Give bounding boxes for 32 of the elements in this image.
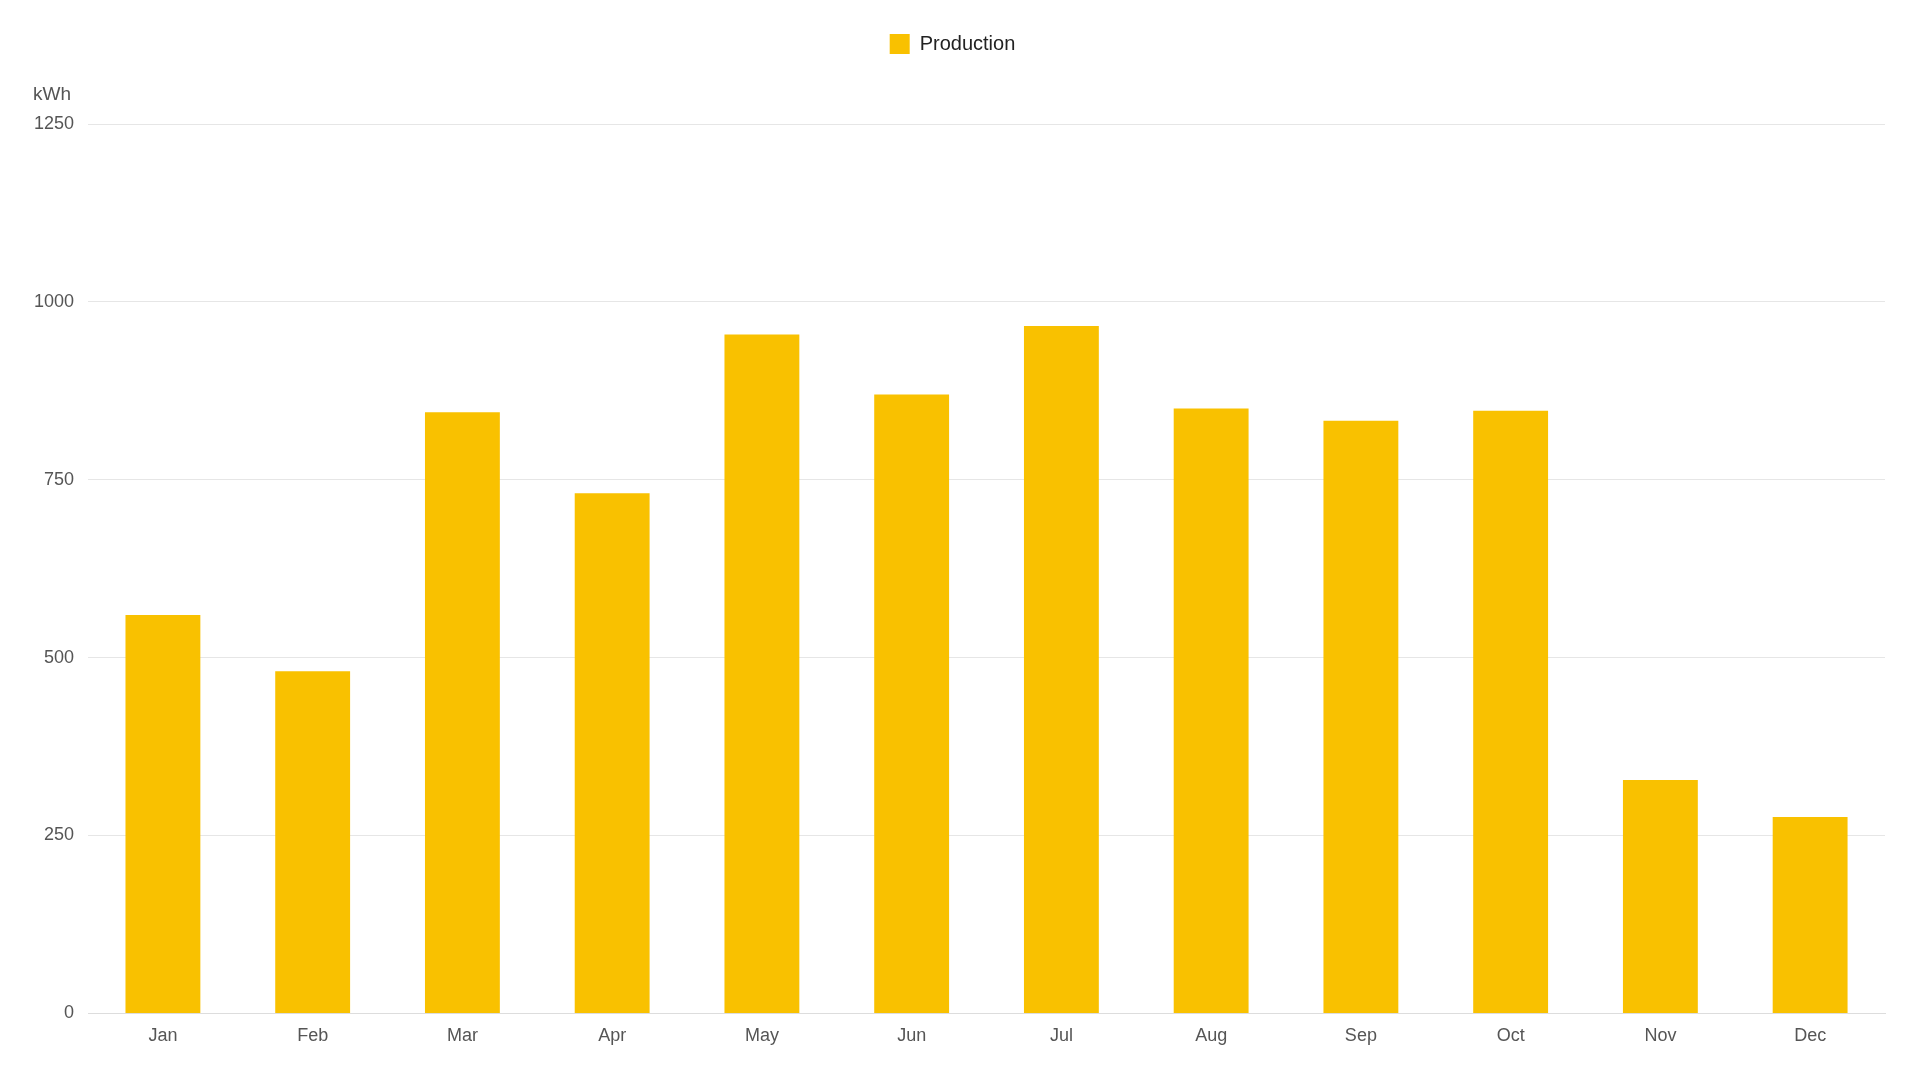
bar xyxy=(1622,780,1698,1013)
bar xyxy=(1173,408,1249,1013)
x-tick-label: Sep xyxy=(1344,1025,1377,1046)
y-tick-label: 1000 xyxy=(34,290,75,311)
x-tick-label: Mar xyxy=(446,1025,478,1046)
x-tick-label: Jul xyxy=(1049,1025,1073,1046)
bar xyxy=(125,614,201,1013)
x-tick-label: Feb xyxy=(297,1025,329,1046)
bar xyxy=(1473,410,1549,1013)
bar xyxy=(1772,817,1848,1013)
y-tick-label: 500 xyxy=(44,646,75,667)
y-axis-title: kWh xyxy=(33,82,71,104)
x-tick-label: May xyxy=(744,1025,779,1046)
x-tick-label: Nov xyxy=(1644,1025,1677,1046)
bar xyxy=(1323,420,1399,1013)
bar xyxy=(574,493,650,1013)
bar xyxy=(874,394,950,1013)
legend-label: Production xyxy=(919,31,1016,54)
bar xyxy=(275,671,351,1013)
x-tick-label: Dec xyxy=(1794,1025,1827,1046)
x-tick-label: Apr xyxy=(598,1025,627,1046)
x-tick-label: Aug xyxy=(1195,1025,1228,1046)
y-tick-label: 1250 xyxy=(34,112,75,133)
y-tick-label: 750 xyxy=(44,468,75,489)
x-tick-label: Jun xyxy=(897,1025,927,1046)
x-tick-label: Jan xyxy=(148,1025,178,1046)
y-tick-label: 0 xyxy=(64,1002,75,1023)
bar xyxy=(724,334,800,1013)
bar xyxy=(424,412,500,1013)
y-tick-label: 250 xyxy=(44,824,75,845)
x-tick-label: Oct xyxy=(1496,1025,1525,1046)
bar xyxy=(1023,326,1099,1013)
